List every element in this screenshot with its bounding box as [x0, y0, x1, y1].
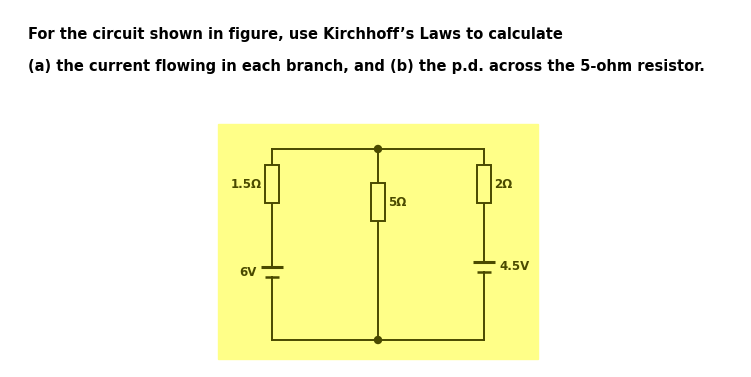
Text: 6V: 6V: [240, 265, 257, 279]
Text: (a) the current flowing in each branch, and (b) the p.d. across the 5-ohm resist: (a) the current flowing in each branch, …: [28, 60, 705, 75]
Bar: [265, 165, 279, 203]
Text: 5Ω: 5Ω: [388, 196, 406, 208]
Text: 1.5Ω: 1.5Ω: [231, 178, 262, 190]
Circle shape: [375, 337, 382, 343]
Text: 2Ω: 2Ω: [494, 178, 512, 190]
Bar: [371, 183, 385, 221]
Text: 4.5V: 4.5V: [499, 261, 529, 273]
Text: For the circuit shown in figure, use Kirchhoff’s Laws to calculate: For the circuit shown in figure, use Kir…: [28, 26, 563, 41]
FancyBboxPatch shape: [218, 124, 538, 359]
Bar: [477, 165, 491, 203]
Circle shape: [375, 146, 382, 153]
